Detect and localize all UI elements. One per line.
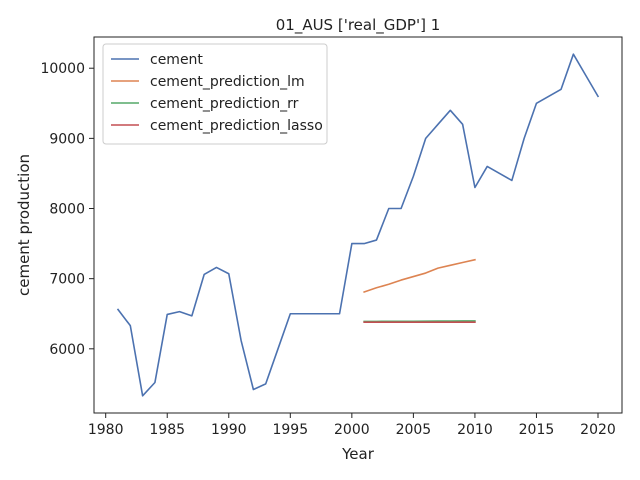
y-tick-label: 8000 [49, 202, 85, 218]
plot-lines [116, 53, 600, 397]
legend-box [102, 43, 328, 145]
y-tick-label: 6000 [49, 342, 85, 358]
x-axis: 1980 1985 1990 1995 2000 2005 2010 2015 2020 [88, 413, 616, 438]
x-tick-label: 2005 [396, 422, 432, 438]
x-tick-label: 1980 [88, 422, 124, 438]
series-line-cement [116, 53, 600, 397]
y-tick-label: 10000 [40, 61, 85, 77]
y-tick-label: 7000 [49, 272, 85, 288]
legend-label: cement_prediction_lasso [150, 118, 323, 134]
plot-frame [93, 36, 623, 414]
legend-label: cement [150, 52, 203, 68]
x-tick-label: 2000 [334, 422, 370, 438]
y-axis-title: cement production [15, 154, 33, 296]
x-tick-label: 1985 [149, 422, 185, 438]
x-tick-label: 2015 [519, 422, 555, 438]
legend-label: cement_prediction_rr [150, 96, 299, 112]
chart-title: 01_AUS ['real_GDP'] 1 [276, 16, 441, 35]
x-tick-label: 1990 [211, 422, 247, 438]
x-tick-label: 2020 [580, 422, 616, 438]
x-tick-label: 1995 [272, 422, 308, 438]
x-axis-title: Year [341, 445, 375, 463]
series-line-cement-prediction-lm [363, 258, 476, 294]
y-axis: 6000 7000 8000 9000 10000 [40, 61, 94, 358]
series-line-cement-prediction-rr [363, 320, 476, 323]
y-tick-label: 9000 [49, 131, 85, 147]
legend: cement cement_prediction_lm cement_predict… [102, 43, 328, 145]
legend-label: cement_prediction_lm [150, 74, 305, 90]
x-tick-label: 2010 [457, 422, 493, 438]
